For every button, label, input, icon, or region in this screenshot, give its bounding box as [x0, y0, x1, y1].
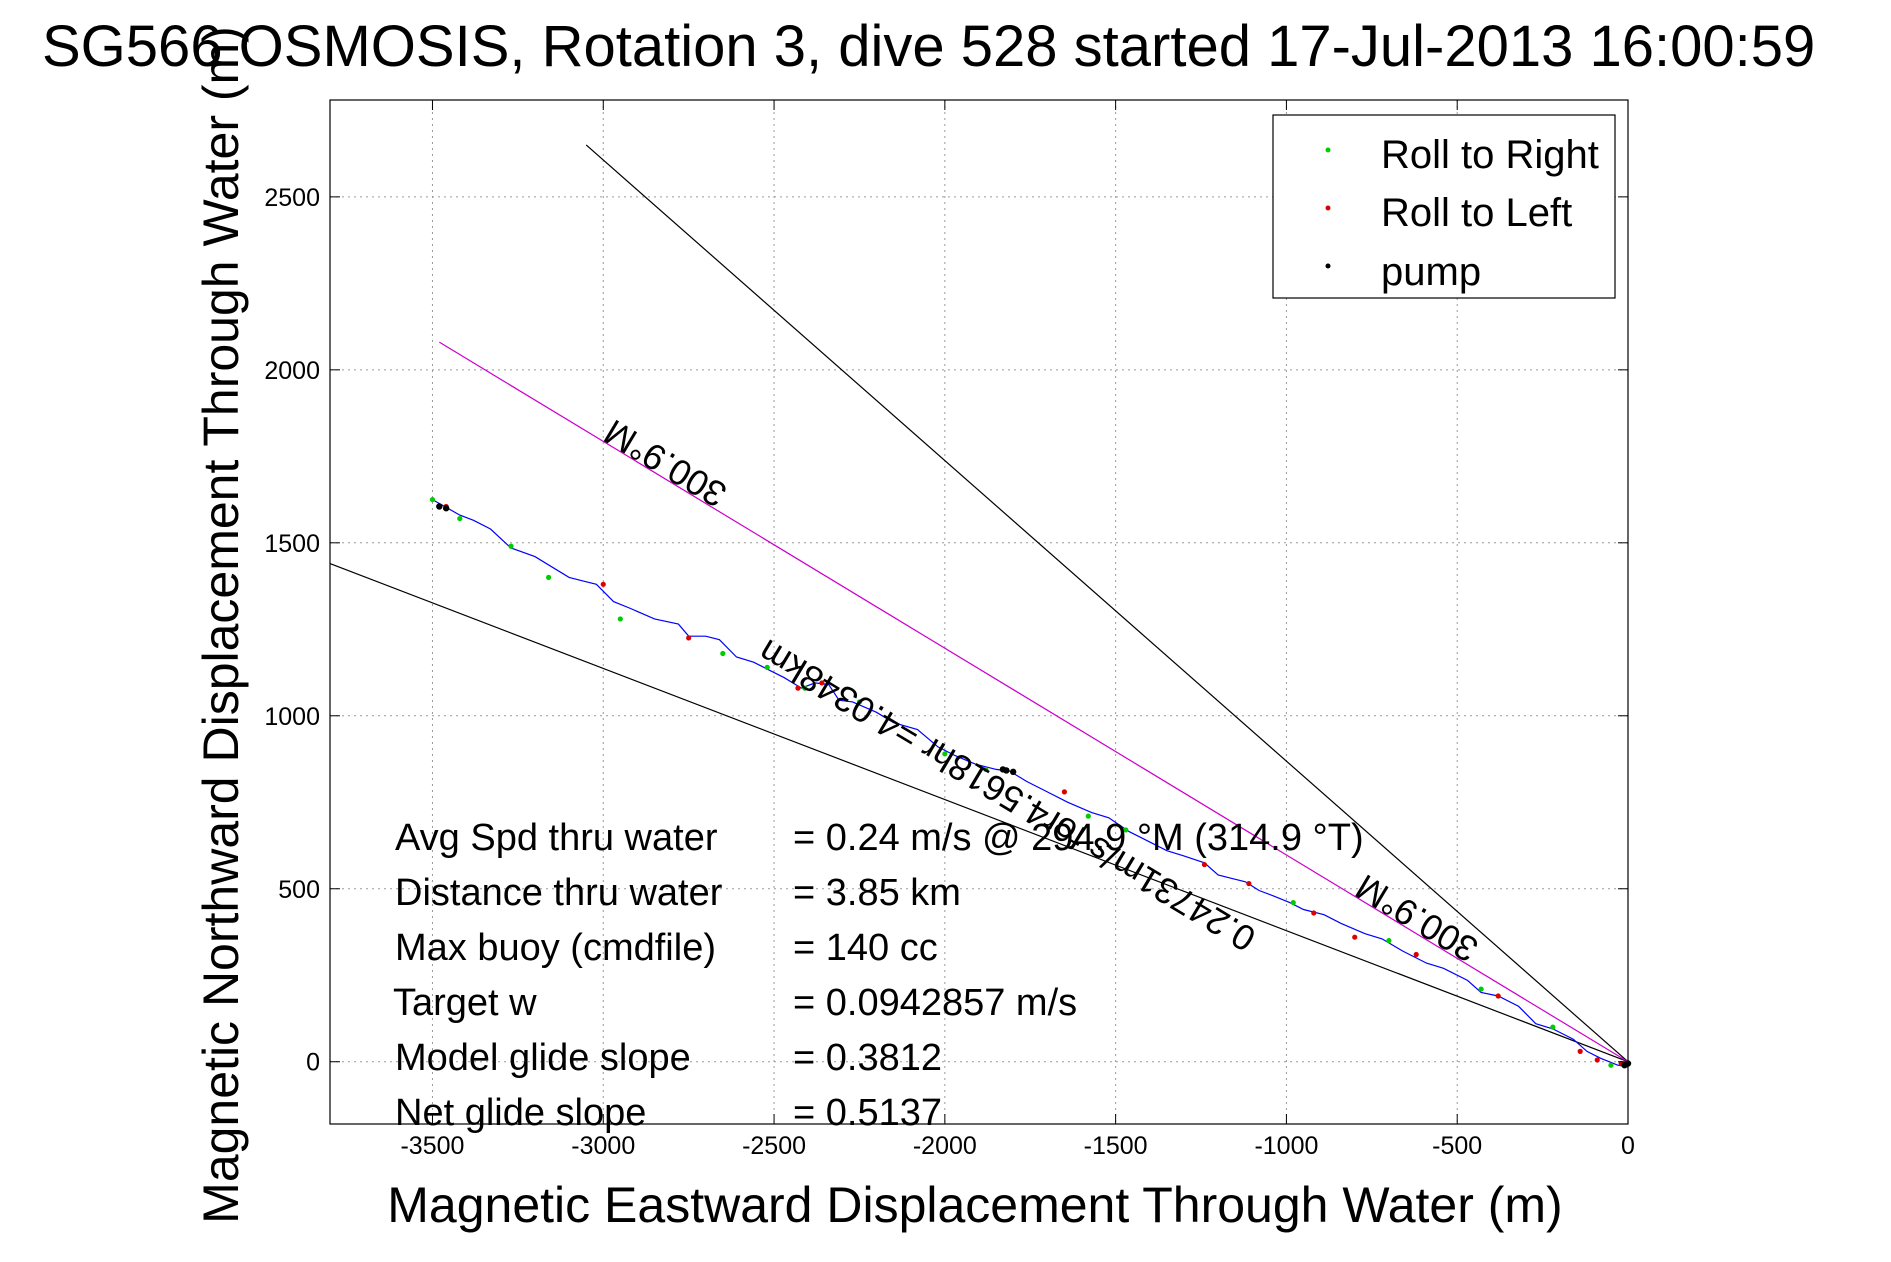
legend-roll-right-label: Roll to Right	[1381, 133, 1599, 177]
roll-right-point	[1478, 986, 1484, 992]
stat-label: Target w	[393, 982, 537, 1024]
roll-left-point	[1495, 993, 1501, 999]
reference-line	[438, 341, 1629, 1063]
stat-label: Avg Spd thru water	[395, 817, 718, 859]
reference-line	[329, 563, 1629, 1063]
legend: Roll to Right Roll to Left pump	[1272, 114, 1616, 299]
x-tick-label: -2500	[742, 1132, 806, 1160]
y-tick-label: 500	[278, 876, 320, 904]
roll-right-point	[457, 515, 463, 522]
pump-point	[1009, 768, 1017, 776]
roll-left-point	[686, 635, 692, 641]
x-tick-label: -1000	[1254, 1132, 1318, 1160]
roll-left-point	[1413, 951, 1419, 958]
roll-right-point	[856, 699, 863, 705]
roll-right-point	[764, 664, 770, 670]
pump-point	[436, 503, 443, 510]
stat-value: = 0.5137	[793, 1092, 942, 1134]
x-tick-label: -2000	[913, 1132, 977, 1160]
legend-roll-left-label: Roll to Left	[1381, 191, 1572, 235]
roll-right-point	[429, 496, 436, 503]
roll-right-point	[1550, 1024, 1556, 1030]
legend-roll-right-marker	[1325, 147, 1331, 153]
roll-left-point	[1594, 1057, 1600, 1063]
legend-pump-marker	[1325, 263, 1331, 269]
stat-value: = 0.24 m/s @ 294.9 °M (314.9 °T)	[793, 817, 1364, 859]
x-tick-label: 0	[1621, 1132, 1635, 1160]
roll-right-point	[942, 751, 948, 757]
roll-right-point	[1386, 938, 1392, 944]
plot-frame	[329, 99, 1629, 1125]
legend-pump-label: pump	[1381, 250, 1481, 294]
x-tick-label: -3000	[571, 1132, 635, 1160]
pump-point	[1003, 767, 1010, 774]
stat-label: Net glide slope	[395, 1092, 646, 1134]
roll-left-point	[1311, 910, 1317, 916]
stat-value: = 0.3812	[793, 1037, 942, 1079]
reference-line	[585, 144, 1629, 1063]
chart-title: SG566 OSMOSIS, Rotation 3, dive 528 star…	[42, 14, 1815, 79]
x-tick-label: -1500	[1084, 1132, 1148, 1160]
x-tick-label: -500	[1432, 1132, 1482, 1160]
legend-roll-left-marker	[1325, 205, 1331, 211]
x-axis-label: Magnetic Eastward Displacement Through W…	[387, 1177, 1562, 1233]
stat-label: Max buoy (cmdfile)	[395, 927, 716, 969]
roll-left-point	[1352, 934, 1358, 940]
roll-right-point	[546, 574, 552, 581]
roll-left-point	[1246, 880, 1252, 887]
roll-right-point	[508, 543, 514, 549]
glider-track	[432, 499, 1629, 1068]
x-tick-label: -3500	[400, 1132, 464, 1160]
y-tick-label: 0	[306, 1049, 320, 1077]
roll-left-point	[1061, 789, 1067, 795]
stat-label: Distance thru water	[395, 872, 723, 914]
roll-right-point	[1085, 813, 1091, 819]
y-tick-label: 2500	[264, 184, 320, 212]
y-tick-label: 1000	[264, 703, 320, 731]
stats-panel: Avg Spd thru water = 0.24 m/s @ 294.9 °M…	[393, 817, 1364, 1134]
roll-right-point	[1123, 827, 1129, 833]
roll-right-point	[1290, 899, 1296, 906]
y-tick-label: 1500	[264, 530, 320, 558]
stat-label: Model glide slope	[395, 1037, 691, 1079]
roll-left-point	[1577, 1048, 1583, 1054]
roll-right-point	[802, 685, 808, 691]
pump-point	[442, 505, 450, 512]
roll-left-point	[600, 581, 606, 587]
roll-left-point	[795, 685, 801, 691]
y-axis-label: Magnetic Northward Displacement Through …	[193, 26, 249, 1224]
roll-right-point	[1608, 1062, 1614, 1068]
roll-right-point	[983, 766, 989, 773]
y-tick-label: 2000	[264, 357, 320, 385]
roll-left-point	[1201, 861, 1208, 868]
roll-left-point	[819, 680, 825, 686]
stat-value: = 3.85 km	[793, 872, 961, 914]
stat-value: = 140 cc	[793, 927, 938, 969]
stat-value: = 0.0942857 m/s	[793, 982, 1077, 1024]
roll-right-point	[720, 650, 726, 657]
roll-right-point	[617, 616, 623, 622]
